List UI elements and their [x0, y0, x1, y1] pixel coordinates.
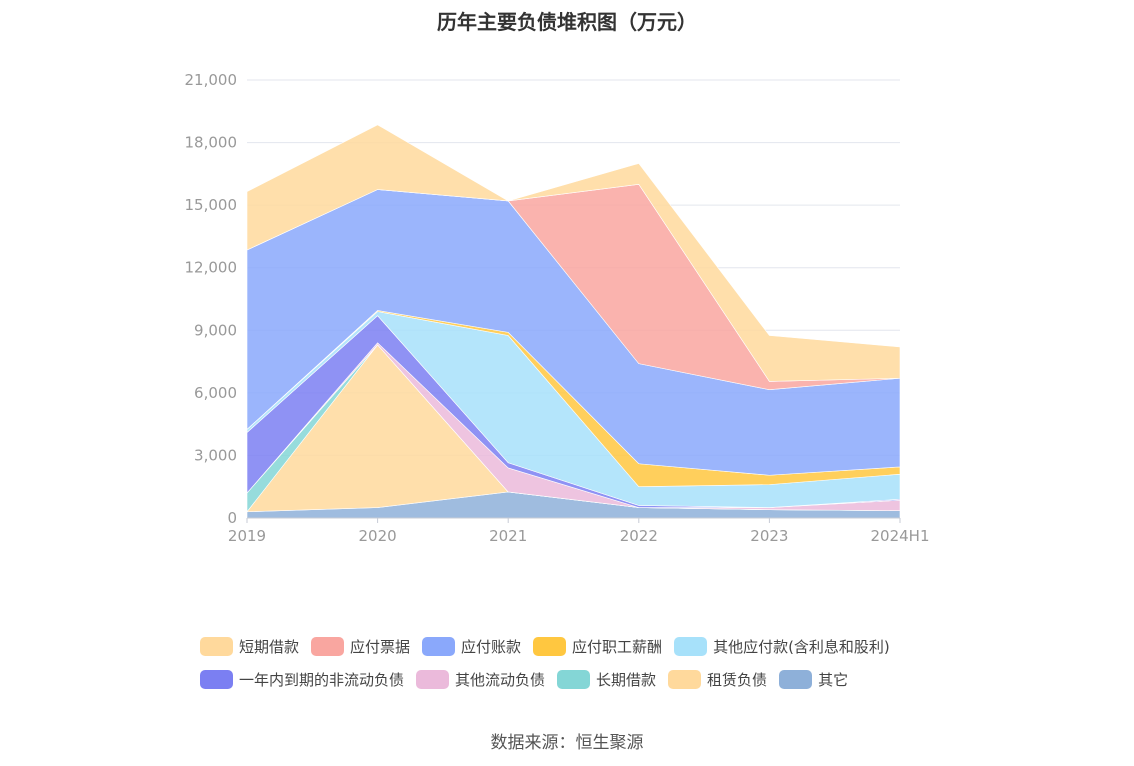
legend-item[interactable]: 应付账款	[422, 636, 521, 657]
x-tick-label: 2021	[489, 527, 527, 545]
y-tick-label: 15,000	[185, 196, 238, 214]
legend-item[interactable]: 长期借款	[557, 669, 656, 690]
legend-swatch	[668, 670, 702, 689]
legend-swatch	[200, 670, 233, 689]
x-tick-label: 2024H1	[871, 527, 930, 545]
x-tick-label: 2020	[359, 527, 397, 545]
legend-item[interactable]: 租赁负债	[668, 669, 767, 690]
legend-swatch	[674, 637, 708, 656]
area-series	[246, 124, 901, 519]
legend-label: 应付职工薪酬	[572, 638, 663, 656]
legend-label: 其它	[818, 671, 849, 689]
x-tick-label: 2022	[620, 527, 658, 545]
x-tick-label: 2019	[228, 527, 266, 545]
legend-label: 长期借款	[596, 671, 657, 689]
y-tick-label: 0	[227, 509, 237, 527]
legend-label: 应付票据	[350, 638, 411, 656]
legend-item[interactable]: 其他应付款(含利息和股利)	[674, 636, 890, 657]
legend-label: 其他流动负债	[455, 671, 546, 689]
legend-swatch	[533, 637, 567, 656]
x-tick-label: 2023	[750, 527, 788, 545]
area-短期借款[interactable]	[246, 124, 901, 382]
chart-title: 历年主要负债堆积图（万元）	[437, 10, 697, 34]
legend-swatch	[779, 670, 813, 689]
legend-swatch	[416, 670, 450, 689]
legend-row: 一年内到期的非流动负债 其他流动负债 长期借款 租赁负债 其它	[200, 663, 960, 696]
legend-item[interactable]: 应付职工薪酬	[533, 636, 662, 657]
data-source: 数据来源：恒生聚源	[490, 733, 644, 753]
stacked-area-chart: 0 3,000 6,000 9,000 12,000 15,000 18,000 21,000…	[185, 71, 930, 545]
legend-swatch	[422, 637, 456, 656]
legend-item[interactable]: 短期借款	[200, 636, 299, 657]
y-tick-label: 3,000	[194, 446, 237, 464]
legend-item[interactable]: 其他流动负债	[416, 669, 545, 690]
legend: 短期借款 应付票据 应付账款 应付职工薪酬 其他应付款(含利息和股利) 一年内到期的非流…	[200, 630, 960, 696]
y-tick-label: 21,000	[185, 71, 238, 89]
y-tick-label: 9,000	[194, 321, 237, 339]
y-tick-label: 6,000	[194, 384, 237, 402]
legend-label: 其他应付款(含利息和股利)	[713, 638, 890, 656]
legend-item[interactable]: 一年内到期的非流动负债	[200, 669, 404, 690]
legend-label: 短期借款	[239, 638, 300, 656]
legend-item[interactable]: 应付票据	[311, 636, 410, 657]
legend-swatch	[200, 637, 233, 656]
y-tick-label: 18,000	[185, 134, 238, 152]
legend-row: 短期借款 应付票据 应付账款 应付职工薪酬 其他应付款(含利息和股利)	[200, 630, 960, 663]
legend-item[interactable]: 其它	[779, 669, 848, 690]
axes: 0 3,000 6,000 9,000 12,000 15,000 18,000 21,000…	[185, 71, 930, 545]
legend-swatch	[311, 637, 345, 656]
legend-label: 应付账款	[461, 638, 522, 656]
legend-swatch	[557, 670, 591, 689]
legend-label: 租赁负债	[707, 671, 768, 689]
legend-label: 一年内到期的非流动负债	[239, 671, 405, 689]
y-tick-label: 12,000	[185, 259, 238, 277]
